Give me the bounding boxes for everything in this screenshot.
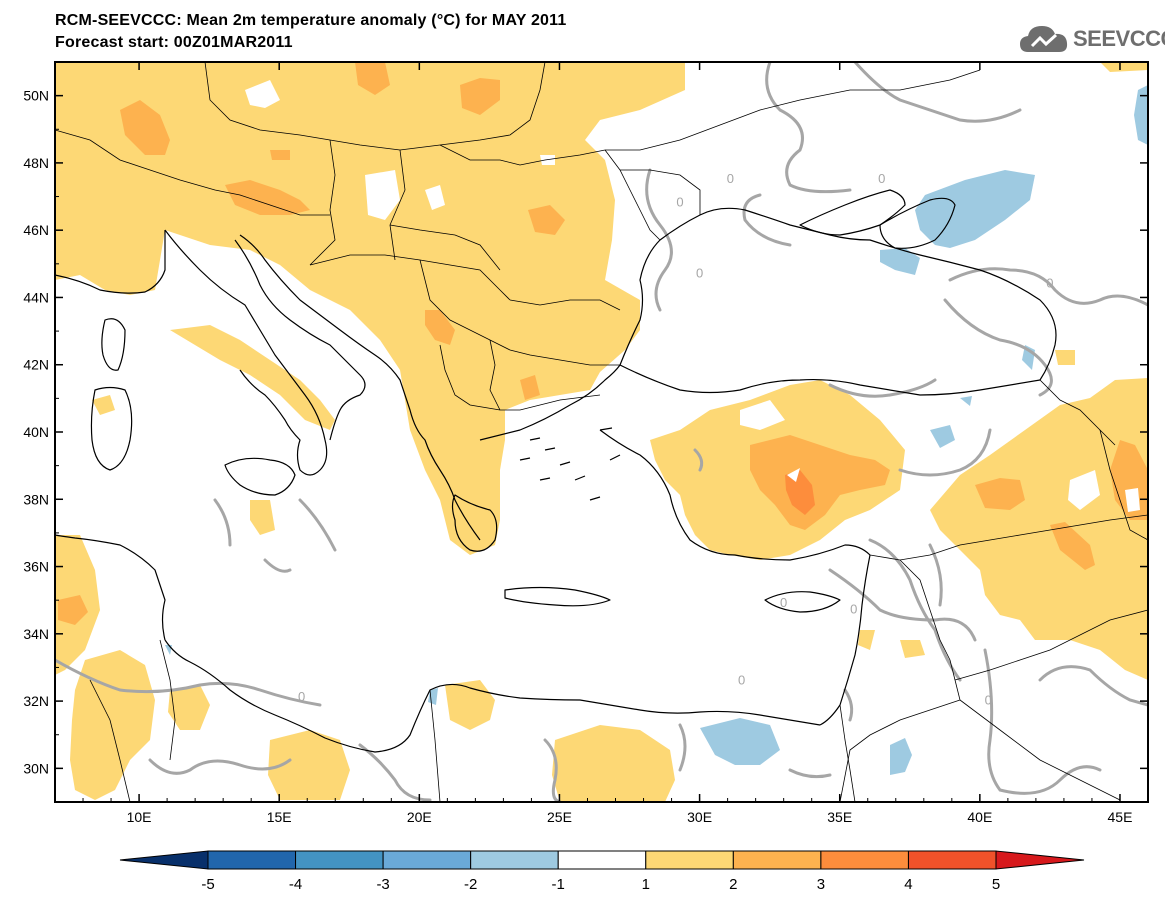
colorbar: -5 -4 -3 -2 -1 1 2 3 4 5 [119, 850, 1085, 893]
colorbar-low-extension [119, 850, 209, 870]
contour-label: 0 [676, 195, 683, 210]
map-plot-area: 0 0 0 0 0 0 0 0 0 0 [55, 62, 1148, 802]
colorbar-high-extension [995, 850, 1085, 870]
lon-tick-label: 45E [1108, 809, 1133, 825]
colorbar-swatch [820, 850, 909, 870]
colorbar-swatch [732, 850, 822, 870]
colorbar-label: 2 [729, 876, 737, 893]
lat-tick-label: 32N [23, 693, 49, 709]
contour-label: 0 [1046, 275, 1053, 290]
colorbar-swatch [645, 850, 734, 870]
contour-label: 0 [738, 672, 745, 687]
colorbar-swatch [295, 850, 384, 870]
lon-tick-label: 40E [967, 809, 992, 825]
lon-tick-label: 15E [267, 809, 292, 825]
seevccc-logo: SEEVCCC [1018, 22, 1165, 58]
lat-tick-label: 48N [23, 155, 49, 171]
colorbar-swatch [907, 850, 997, 870]
colorbar-label: 5 [992, 876, 1000, 893]
logo-text: SEEVCCC [1073, 26, 1165, 51]
latitude-axis: 30N 32N 34N 36N 38N 40N 42N 44N 46N 48N 50N [23, 61, 1148, 803]
national-borders [55, 62, 1148, 802]
colorbar-label: 4 [904, 876, 912, 893]
lat-tick-label: 42N [23, 357, 49, 373]
lat-tick-label: 44N [23, 289, 49, 305]
lon-tick-label: 30E [687, 809, 712, 825]
lon-tick-label: 35E [827, 809, 852, 825]
lat-tick-label: 46N [23, 222, 49, 238]
lat-tick-label: 34N [23, 626, 49, 642]
anomaly-fill-2-3 [58, 62, 1148, 625]
anomaly-fill-3-4 [785, 470, 815, 515]
colorbar-swatch [382, 850, 472, 870]
lat-tick-label: 50N [23, 88, 49, 104]
colorbar-label: -2 [464, 876, 477, 893]
contour-label: 0 [696, 265, 703, 280]
colorbar-swatch [557, 850, 647, 870]
colorbar-label: -1 [552, 876, 565, 893]
contour-labels: 0 0 0 0 0 0 0 0 0 0 [298, 171, 1054, 707]
lon-tick-label: 25E [547, 809, 572, 825]
chart-subtitle: Forecast start: 00Z01MAR2011 [55, 34, 293, 51]
lat-tick-label: 38N [23, 491, 49, 507]
lat-tick-label: 30N [23, 760, 49, 776]
colorbar-label: 3 [817, 876, 825, 893]
longitude-axis: 10E 15E 20E 25E 30E 35E 40E 45E [54, 62, 1149, 825]
contour-label: 0 [780, 595, 787, 610]
contour-label: 0 [298, 689, 305, 704]
colorbar-swatch [470, 850, 559, 870]
lat-tick-label: 40N [23, 424, 49, 440]
colorbar-label: -4 [289, 876, 302, 893]
colorbar-label: -3 [376, 876, 389, 893]
contour-label: 0 [727, 171, 734, 186]
contour-label: 0 [850, 602, 857, 617]
colorbar-label: -5 [201, 876, 214, 893]
cloud-icon [1020, 26, 1068, 52]
contour-label: 0 [878, 171, 885, 186]
colorbar-label: 1 [642, 876, 650, 893]
colorbar-swatch [207, 850, 297, 870]
chart-title: RCM-SEEVCCC: Mean 2m temperature anomaly… [55, 12, 567, 29]
contour-label: 0 [985, 692, 992, 707]
lat-tick-label: 36N [23, 559, 49, 575]
zero-contours [55, 62, 1148, 802]
lon-tick-label: 20E [407, 809, 432, 825]
lon-tick-label: 10E [127, 809, 152, 825]
